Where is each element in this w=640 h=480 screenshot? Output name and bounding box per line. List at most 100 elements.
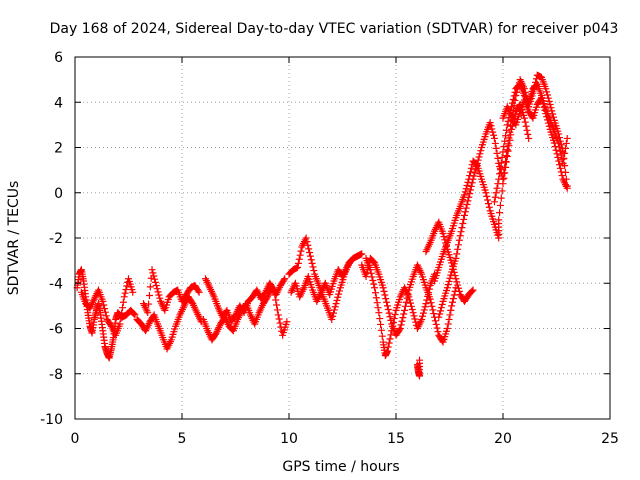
data-point <box>521 118 529 126</box>
data-point <box>463 182 471 190</box>
data-point <box>538 97 546 105</box>
data-point <box>306 252 314 260</box>
data-point <box>454 241 462 249</box>
data-point <box>453 278 461 286</box>
data-point <box>498 187 506 195</box>
data-point <box>281 275 289 283</box>
data-point <box>274 311 282 319</box>
data-point <box>151 278 159 286</box>
data-point <box>563 184 571 192</box>
data-point <box>380 287 388 295</box>
axis-ticks: 0 5 10 15 20 25 -10 -8 -6 -4 -2 0 2 4 6 <box>40 50 619 447</box>
data-point <box>402 298 410 306</box>
data-point <box>391 310 399 318</box>
data-point <box>378 332 386 340</box>
data-point <box>561 144 569 152</box>
x-tick-label: 20 <box>494 431 512 447</box>
data-point <box>563 134 571 142</box>
data-point <box>562 139 570 147</box>
series-track-16 <box>499 94 571 192</box>
data-point <box>554 153 562 161</box>
data-point <box>370 258 378 266</box>
y-tick-label: -4 <box>49 276 63 292</box>
data-point <box>100 301 108 309</box>
series-track-11 <box>413 356 424 380</box>
data-point <box>404 290 412 298</box>
data-point <box>544 94 552 102</box>
data-point <box>334 293 342 301</box>
data-point <box>396 325 404 332</box>
x-tick-label: 25 <box>601 431 619 447</box>
data-point <box>398 317 406 325</box>
data-point <box>539 100 547 108</box>
data-point <box>491 193 499 201</box>
data-point <box>336 287 344 295</box>
data-point <box>454 281 462 289</box>
data-point <box>491 139 499 147</box>
data-point <box>504 147 512 155</box>
data-point <box>373 299 381 307</box>
data-point <box>117 315 125 323</box>
x-tick-label: 5 <box>178 431 187 447</box>
data-point <box>430 310 438 318</box>
data-point <box>496 164 504 172</box>
data-point <box>362 272 370 280</box>
data-point <box>407 302 415 310</box>
data-point <box>494 154 502 162</box>
series-track-4 <box>139 266 203 317</box>
data-point <box>555 161 563 169</box>
data-point <box>329 312 337 320</box>
data-point <box>269 285 277 293</box>
data-point <box>501 137 509 145</box>
y-tick-label: 6 <box>54 50 63 66</box>
data-point <box>496 170 504 178</box>
x-tick-label: 0 <box>71 431 80 447</box>
data-point <box>297 247 305 255</box>
data-point <box>371 289 379 297</box>
data-point <box>490 131 498 139</box>
data-point <box>495 175 503 183</box>
x-tick-label: 15 <box>387 431 405 447</box>
data-point <box>370 280 378 288</box>
data-point <box>456 232 464 240</box>
y-tick-label: -2 <box>49 231 63 247</box>
data-point <box>446 311 454 319</box>
data-point <box>454 284 462 292</box>
data-point <box>229 326 237 334</box>
data-point <box>546 101 554 109</box>
y-tick-label: -8 <box>49 367 63 383</box>
data-point <box>273 301 281 309</box>
data-point <box>545 122 553 130</box>
data-point <box>145 300 153 308</box>
data-point <box>328 315 336 323</box>
chart-title: Day 168 of 2024, Sidereal Day-to-day VTE… <box>50 21 619 37</box>
data-point <box>358 250 366 258</box>
data-point <box>460 215 468 223</box>
data-point <box>468 287 476 295</box>
data-point <box>272 296 280 304</box>
data-point <box>372 294 380 302</box>
data-point <box>410 312 418 320</box>
series-track-9 <box>362 254 439 360</box>
data-point <box>145 291 153 299</box>
data-point <box>505 142 513 150</box>
data-point <box>295 255 303 263</box>
data-point <box>467 182 475 190</box>
data-point <box>119 298 127 306</box>
data-point <box>477 147 485 155</box>
data-point <box>485 203 493 211</box>
data-point <box>153 285 161 293</box>
data-point <box>434 328 442 336</box>
data-point <box>490 134 498 142</box>
data-point <box>445 315 453 323</box>
data-point <box>504 117 512 125</box>
data-point <box>448 302 456 310</box>
data-point <box>476 150 484 158</box>
data-point <box>395 326 403 334</box>
data-point <box>188 298 196 306</box>
data-point <box>397 321 405 329</box>
data-point <box>438 301 446 309</box>
data-point <box>101 308 109 316</box>
data-point <box>399 314 407 322</box>
data-point <box>433 324 441 332</box>
